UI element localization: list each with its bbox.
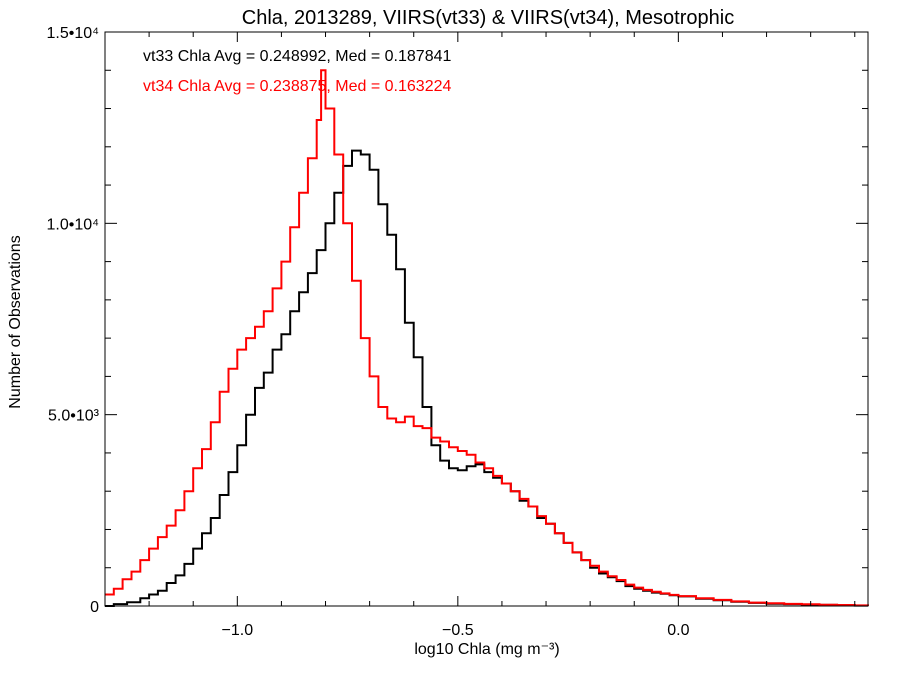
y-tick-label: 1.0•10⁴ — [46, 216, 99, 233]
chart-title: Chla, 2013289, VIIRS(vt33) & VIIRS(vt34)… — [242, 7, 734, 29]
series-line-vt34 — [105, 69, 869, 607]
x-tick-label: −1.0 — [222, 622, 254, 639]
y-tick-label: 1.5•10⁴ — [46, 25, 99, 42]
y-tick-label: 0 — [90, 599, 99, 616]
x-tick-label: 0.0 — [667, 622, 689, 639]
tick-labels-layer: −1.0 −0.5 0.0 0 5.0•10³ 1.0•10⁴ 1.5•10⁴ — [46, 25, 689, 639]
legend-entry-vt34: vt34 Chla Avg = 0.238875, Med = 0.163224 — [143, 78, 451, 95]
series-line-vt33 — [105, 149, 869, 607]
y-tick-label: 5.0•10³ — [48, 408, 100, 425]
legend: vt33 Chla Avg = 0.248992, Med = 0.187841… — [143, 48, 451, 95]
x-tick-label: −0.5 — [442, 622, 474, 639]
x-axis-label: log10 Chla (mg m⁻³) — [414, 641, 559, 658]
series-layer — [105, 69, 869, 607]
plot-frame — [104, 31, 869, 607]
ticks-layer — [104, 31, 868, 607]
legend-entry-vt33: vt33 Chla Avg = 0.248992, Med = 0.187841 — [143, 48, 451, 65]
y-axis-label: Number of Observations — [7, 235, 24, 408]
